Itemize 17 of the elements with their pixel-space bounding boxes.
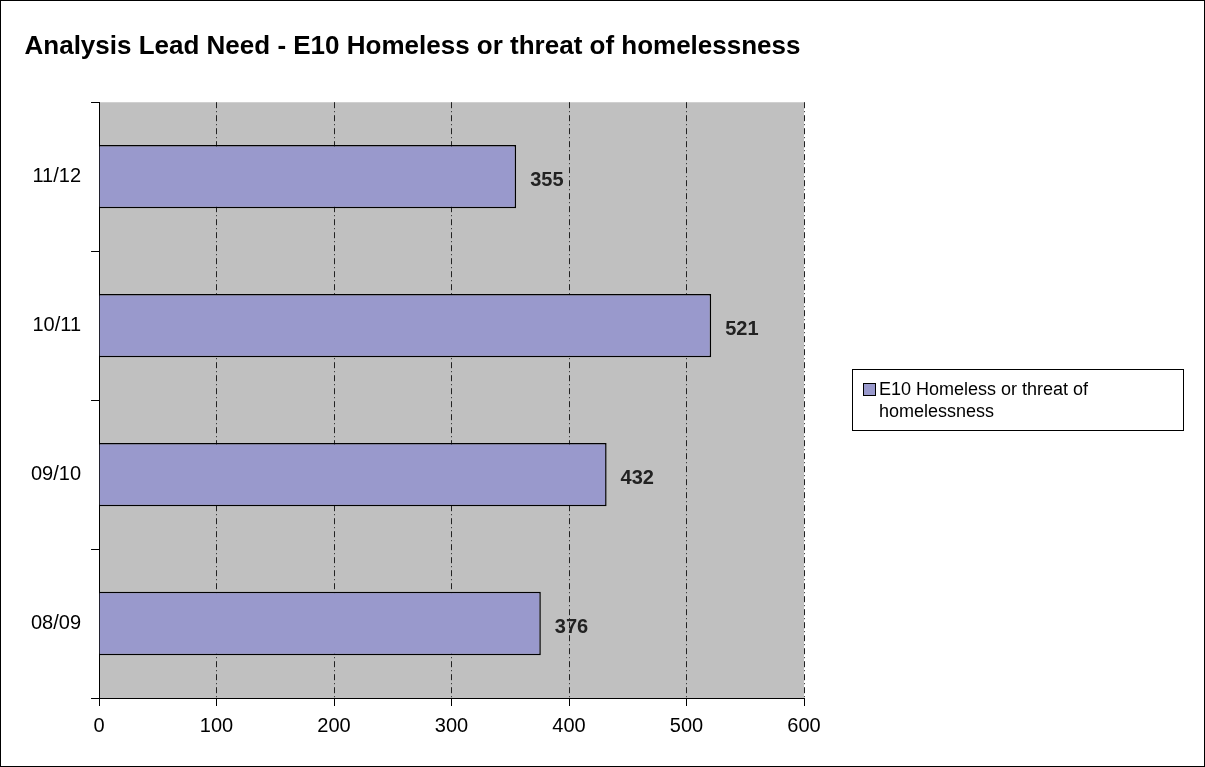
y-tick-label: 08/09: [30, 611, 82, 634]
x-tick-label: 0: [93, 713, 105, 736]
data-label: 376: [554, 615, 589, 638]
x-tick-label: 100: [199, 713, 234, 736]
x-tick-label: 600: [787, 713, 821, 736]
x-tick-label: 200: [317, 713, 351, 736]
data-label: 432: [620, 466, 654, 489]
data-label: 355: [530, 168, 564, 191]
chart-title: Analysis Lead Need - E10 Homeless or threat of homelessness: [24, 29, 801, 60]
y-tick-label: 11/12: [32, 164, 82, 187]
y-tick-label: 10/11: [32, 313, 82, 336]
y-tick-label: 09/10: [30, 462, 82, 485]
data-label: 521: [725, 317, 759, 340]
legend-label: E10 Homeless or threat of homelessness: [879, 378, 1090, 423]
x-tick-label: 500: [669, 713, 704, 736]
x-tick-label: 300: [434, 713, 469, 736]
x-tick-label: 400: [552, 713, 586, 736]
